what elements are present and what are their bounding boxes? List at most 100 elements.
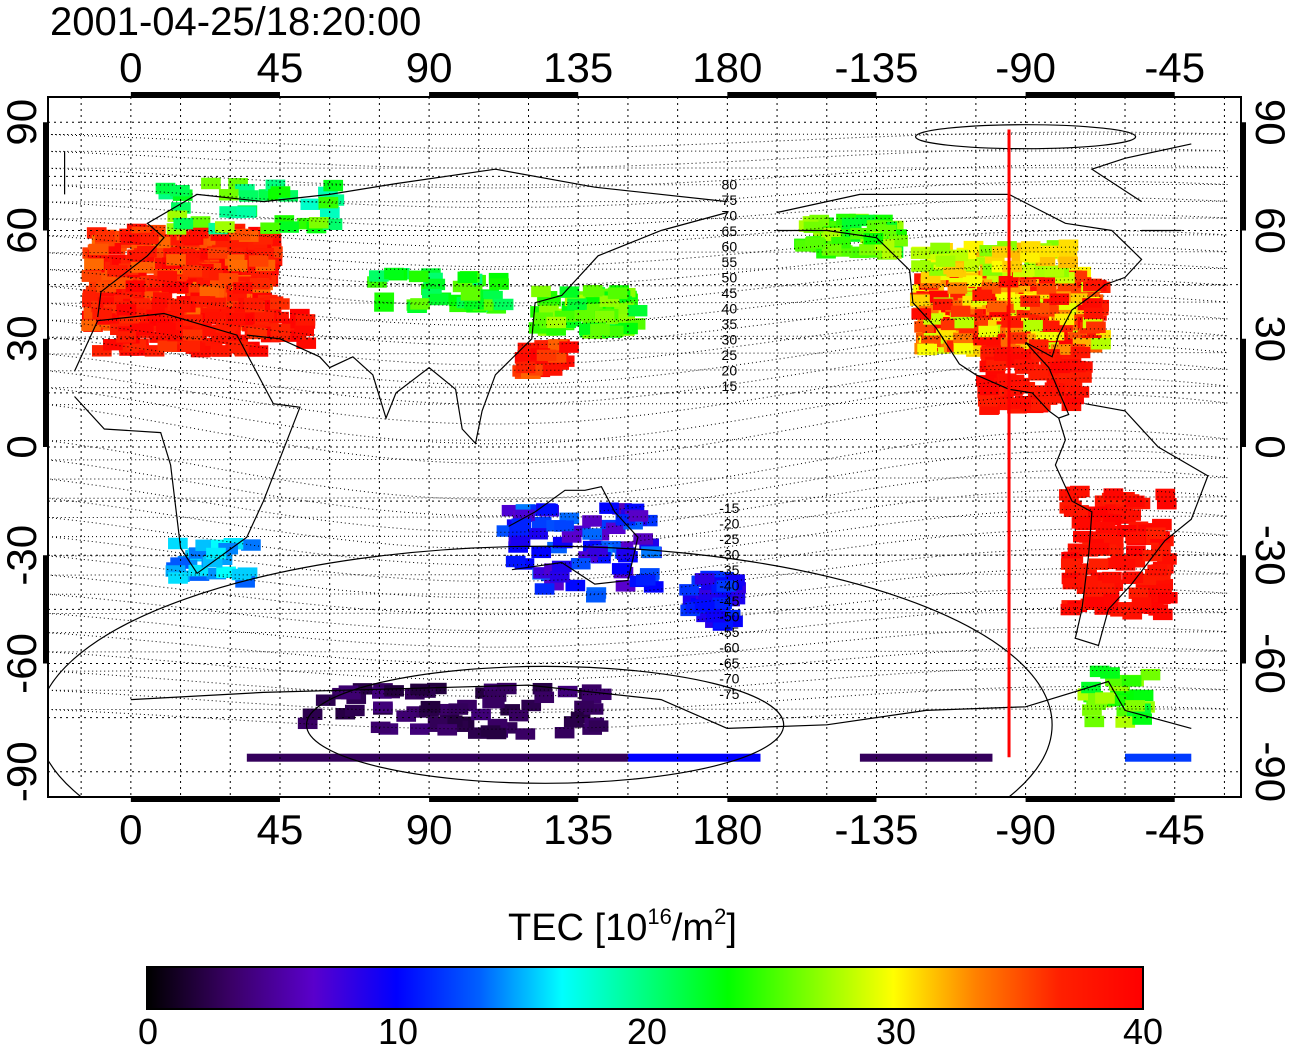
tec-cell — [384, 685, 404, 697]
tec-cell — [210, 332, 231, 345]
tec-cell — [254, 248, 274, 260]
tec-cell — [448, 703, 469, 715]
bottom-tick-label: 45 — [257, 806, 304, 853]
tec-cell — [1125, 532, 1145, 544]
tec-cell — [912, 284, 933, 296]
tec-cell — [1082, 704, 1102, 716]
tec-cell — [1050, 344, 1071, 356]
tec-cell — [217, 318, 238, 331]
tec-cell — [994, 349, 1014, 361]
tec-cell — [227, 259, 248, 272]
contour-label: -75 — [719, 686, 739, 702]
tec-cell — [981, 282, 1002, 294]
tec-cell — [1049, 293, 1070, 305]
tec-cell — [87, 249, 108, 262]
tec-cell — [706, 611, 726, 623]
tec-cell — [1066, 360, 1086, 373]
tec-cell — [212, 345, 232, 357]
tec-cell — [1045, 383, 1066, 396]
tec-cell — [559, 286, 580, 298]
tec-cell — [384, 267, 404, 280]
tec-cell — [932, 298, 953, 311]
tec-cell — [574, 700, 594, 713]
tec-cell — [556, 316, 577, 329]
tec-cell — [607, 287, 628, 299]
tec-cell — [170, 557, 190, 569]
tec-cell — [118, 263, 139, 275]
tec-cell — [1155, 488, 1176, 501]
tec-cell — [1099, 590, 1120, 602]
tec-cell — [195, 539, 216, 552]
tec-cell — [554, 310, 575, 323]
tec-cell — [1069, 505, 1089, 517]
left-tick-label: -90 — [0, 741, 45, 802]
tec-cell — [850, 227, 870, 240]
tec-cell — [1016, 306, 1037, 318]
bottom-tick-label: 180 — [692, 806, 762, 853]
tec-cell — [831, 236, 851, 249]
contour-label: 40 — [722, 300, 738, 316]
tec-polar-strip — [627, 753, 761, 762]
tec-cell — [270, 323, 291, 336]
tec-cell — [1030, 399, 1051, 411]
tec-cell — [588, 720, 609, 732]
tec-cell — [1035, 329, 1056, 341]
tec-cell — [936, 328, 956, 340]
bottom-tick-label: -90 — [995, 806, 1056, 853]
tec-cell — [974, 334, 995, 347]
coastline — [73, 312, 301, 575]
tec-cell — [215, 262, 235, 275]
tec-cell — [1020, 251, 1040, 263]
mag-lat-contour — [48, 213, 1228, 248]
tec-cell — [959, 259, 980, 271]
tec-cell — [1121, 675, 1142, 687]
tec-cell — [103, 304, 124, 316]
tec-cell — [238, 190, 259, 202]
tec-cell — [1110, 605, 1130, 617]
tec-cell — [1100, 667, 1120, 679]
tec-cell — [423, 272, 443, 285]
tec-cell — [1106, 695, 1127, 707]
tec-cell — [164, 307, 185, 319]
tec-cell — [832, 245, 853, 257]
tec-cell — [486, 690, 507, 702]
tec-cell — [966, 345, 986, 357]
tec-cell — [521, 699, 542, 712]
tec-cell — [947, 282, 968, 294]
tec-cell — [462, 283, 483, 295]
tec-cell — [561, 531, 582, 543]
tec-cell — [206, 547, 226, 560]
tec-cell — [888, 235, 908, 247]
tec-cell — [372, 687, 392, 699]
frame-bar — [1025, 92, 1175, 97]
tec-cell — [166, 254, 186, 266]
contour-label: -45 — [719, 593, 739, 609]
tec-cell — [594, 310, 615, 323]
contour-label: 55 — [722, 254, 738, 270]
colorbar-title: TEC [1016/m2] — [508, 904, 737, 950]
tec-cell — [628, 510, 649, 522]
tec-cell — [911, 308, 932, 320]
tec-cell — [559, 341, 579, 353]
oval-contour — [48, 545, 1053, 797]
tec-cell — [546, 316, 567, 329]
tec-cell — [1102, 571, 1122, 584]
top-tick-label: 0 — [119, 44, 142, 91]
tec-cell — [940, 318, 961, 331]
colorbar-label-30: 30 — [875, 1011, 917, 1052]
tec-cell — [92, 307, 113, 319]
tec-cell — [190, 216, 211, 228]
tec-cell — [1036, 283, 1057, 295]
tec-cell — [1014, 264, 1035, 277]
tec-cell — [962, 275, 983, 287]
tec-cell — [954, 316, 975, 329]
tec-cell — [452, 280, 473, 293]
tec-cell — [155, 182, 176, 195]
colorbar-label-20: 20 — [626, 1011, 668, 1052]
contour-label: 80 — [722, 176, 738, 192]
tec-cell — [1070, 346, 1091, 359]
mag-lat-contour — [48, 344, 1228, 405]
mag-lat-contour — [48, 646, 1228, 681]
tec-cell — [1116, 707, 1137, 719]
tec-cell — [1086, 321, 1106, 333]
